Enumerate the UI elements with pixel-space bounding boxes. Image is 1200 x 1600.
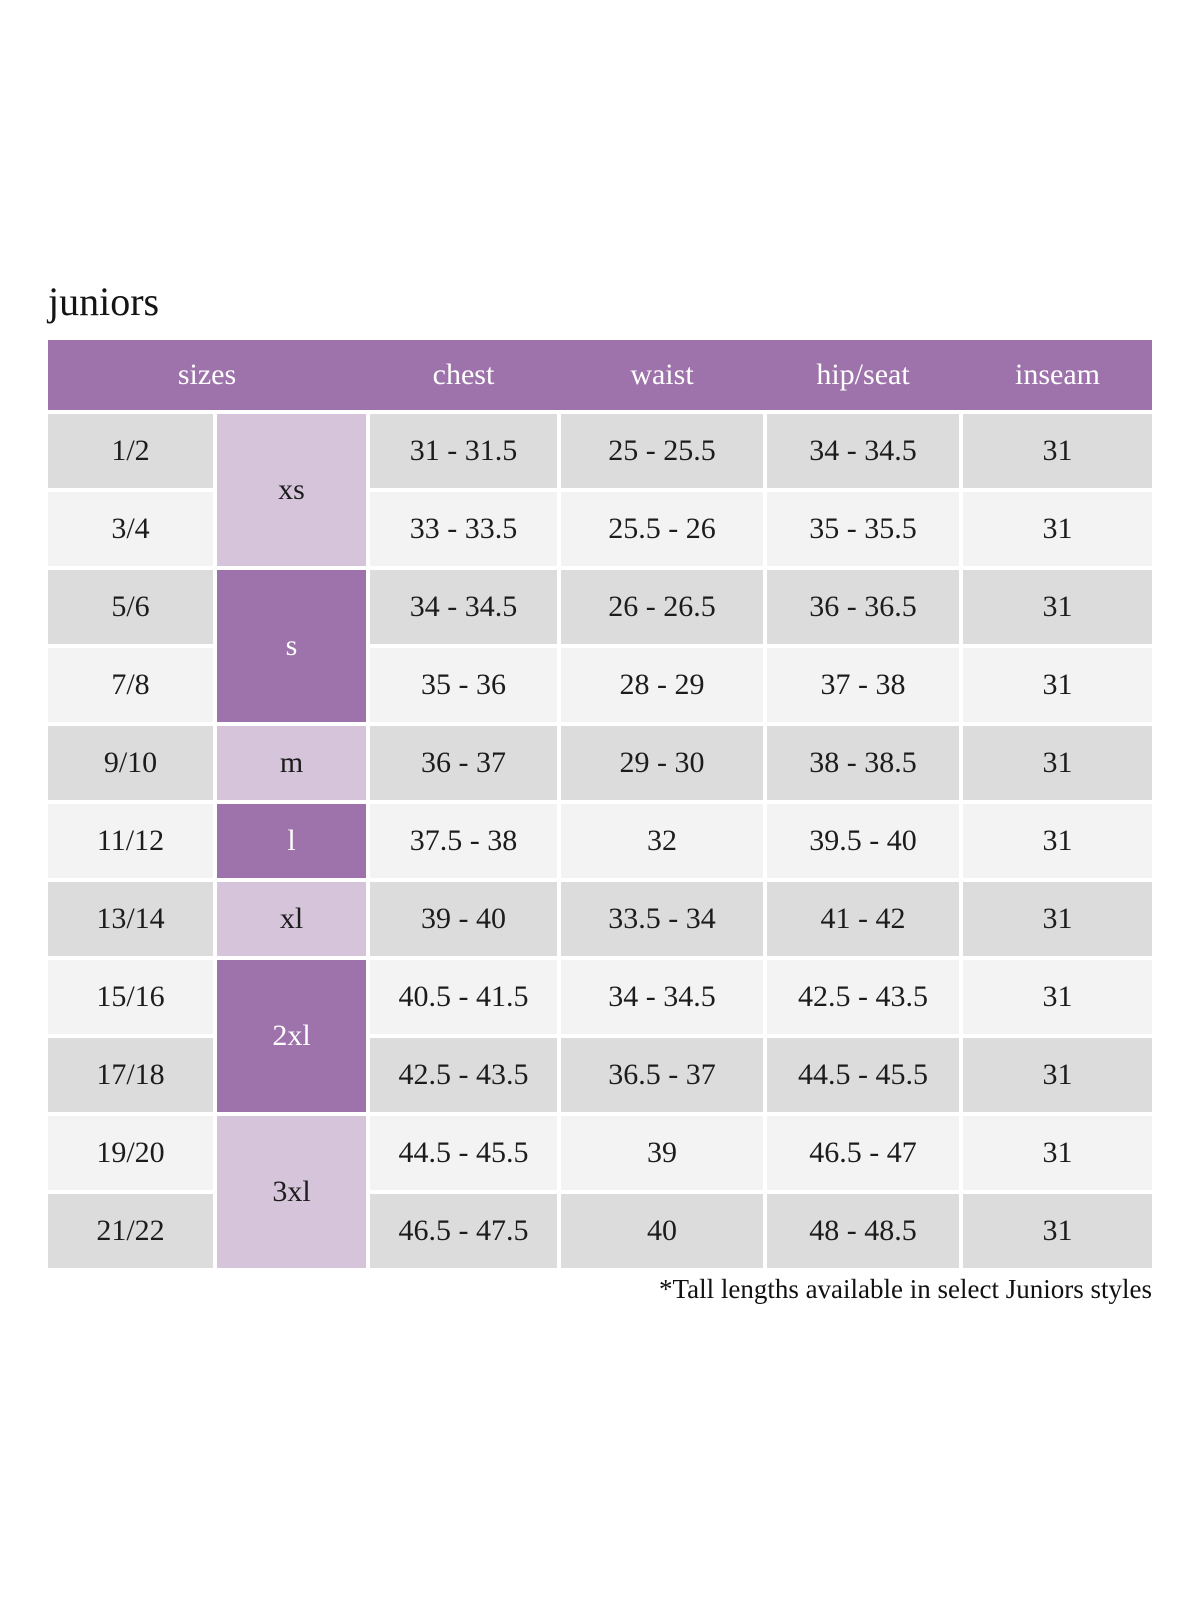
hip-seat-cell: 44.5 - 45.5: [767, 1038, 959, 1112]
inseam-cell: 31: [963, 1194, 1152, 1268]
column-header-sizes: sizes: [177, 358, 237, 391]
chest-cell: 35 - 36: [370, 648, 557, 722]
size-cell: 1/2: [48, 414, 213, 488]
table-header-row: sizes chest waist hip/seat inseam: [48, 340, 1152, 410]
inseam-cell: 31: [963, 726, 1152, 800]
inseam-cell: 31: [963, 492, 1152, 566]
waist-cell: 26 - 26.5: [561, 570, 763, 644]
chest-cell: 46.5 - 47.5: [370, 1194, 557, 1268]
table-body: 1/2 xs 31 - 31.5 25 - 25.5 34 - 34.5 31 …: [48, 414, 1152, 1268]
inseam-cell: 31: [963, 882, 1152, 956]
column-header-waist: waist: [630, 358, 694, 391]
size-cell: 5/6: [48, 570, 213, 644]
chest-cell: 39 - 40: [370, 882, 557, 956]
page-title: juniors: [48, 279, 160, 324]
size-group-cell-3xl: 3xl: [217, 1116, 366, 1268]
chest-cell: 44.5 - 45.5: [370, 1116, 557, 1190]
juniors-size-table: sizes chest waist hip/seat inseam 1/2 xs…: [48, 340, 1152, 1268]
size-cell: 9/10: [48, 726, 213, 800]
waist-cell: 33.5 - 34: [561, 882, 763, 956]
waist-cell: 25 - 25.5: [561, 414, 763, 488]
inseam-cell: 31: [963, 414, 1152, 488]
size-cell: 15/16: [48, 960, 213, 1034]
hip-seat-cell: 48 - 48.5: [767, 1194, 959, 1268]
size-group-cell-m: m: [217, 726, 366, 800]
column-header-chest: chest: [432, 358, 495, 391]
size-cell: 7/8: [48, 648, 213, 722]
size-group-cell-xl: xl: [217, 882, 366, 956]
hip-seat-cell: 41 - 42: [767, 882, 959, 956]
waist-cell: 29 - 30: [561, 726, 763, 800]
size-group-cell-xs: xs: [217, 414, 366, 566]
column-header-hip-seat: hip/seat: [816, 358, 910, 391]
hip-seat-cell: 37 - 38: [767, 648, 959, 722]
waist-cell: 39: [561, 1116, 763, 1190]
waist-cell: 28 - 29: [561, 648, 763, 722]
size-cell: 17/18: [48, 1038, 213, 1112]
inseam-cell: 31: [963, 804, 1152, 878]
chest-cell: 34 - 34.5: [370, 570, 557, 644]
chest-cell: 37.5 - 38: [370, 804, 557, 878]
size-group-cell-l: l: [217, 804, 366, 878]
waist-cell: 36.5 - 37: [561, 1038, 763, 1112]
tall-lengths-footnote: *Tall lengths available in select Junior…: [658, 1274, 1152, 1304]
inseam-cell: 31: [963, 960, 1152, 1034]
size-cell: 3/4: [48, 492, 213, 566]
chest-cell: 33 - 33.5: [370, 492, 557, 566]
waist-cell: 32: [561, 804, 763, 878]
hip-seat-cell: 46.5 - 47: [767, 1116, 959, 1190]
hip-seat-cell: 35 - 35.5: [767, 492, 959, 566]
hip-seat-cell: 42.5 - 43.5: [767, 960, 959, 1034]
size-cell: 11/12: [48, 804, 213, 878]
size-cell: 21/22: [48, 1194, 213, 1268]
chest-cell: 40.5 - 41.5: [370, 960, 557, 1034]
inseam-cell: 31: [963, 1038, 1152, 1112]
inseam-cell: 31: [963, 1116, 1152, 1190]
chest-cell: 36 - 37: [370, 726, 557, 800]
size-group-cell-s: s: [217, 570, 366, 722]
hip-seat-cell: 38 - 38.5: [767, 726, 959, 800]
size-group-cell-2xl: 2xl: [217, 960, 366, 1112]
waist-cell: 34 - 34.5: [561, 960, 763, 1034]
hip-seat-cell: 39.5 - 40: [767, 804, 959, 878]
waist-cell: 40: [561, 1194, 763, 1268]
inseam-cell: 31: [963, 570, 1152, 644]
column-header-inseam: inseam: [1015, 358, 1100, 391]
hip-seat-cell: 34 - 34.5: [767, 414, 959, 488]
hip-seat-cell: 36 - 36.5: [767, 570, 959, 644]
inseam-cell: 31: [963, 648, 1152, 722]
chest-cell: 42.5 - 43.5: [370, 1038, 557, 1112]
chest-cell: 31 - 31.5: [370, 414, 557, 488]
waist-cell: 25.5 - 26: [561, 492, 763, 566]
size-cell: 13/14: [48, 882, 213, 956]
size-cell: 19/20: [48, 1116, 213, 1190]
